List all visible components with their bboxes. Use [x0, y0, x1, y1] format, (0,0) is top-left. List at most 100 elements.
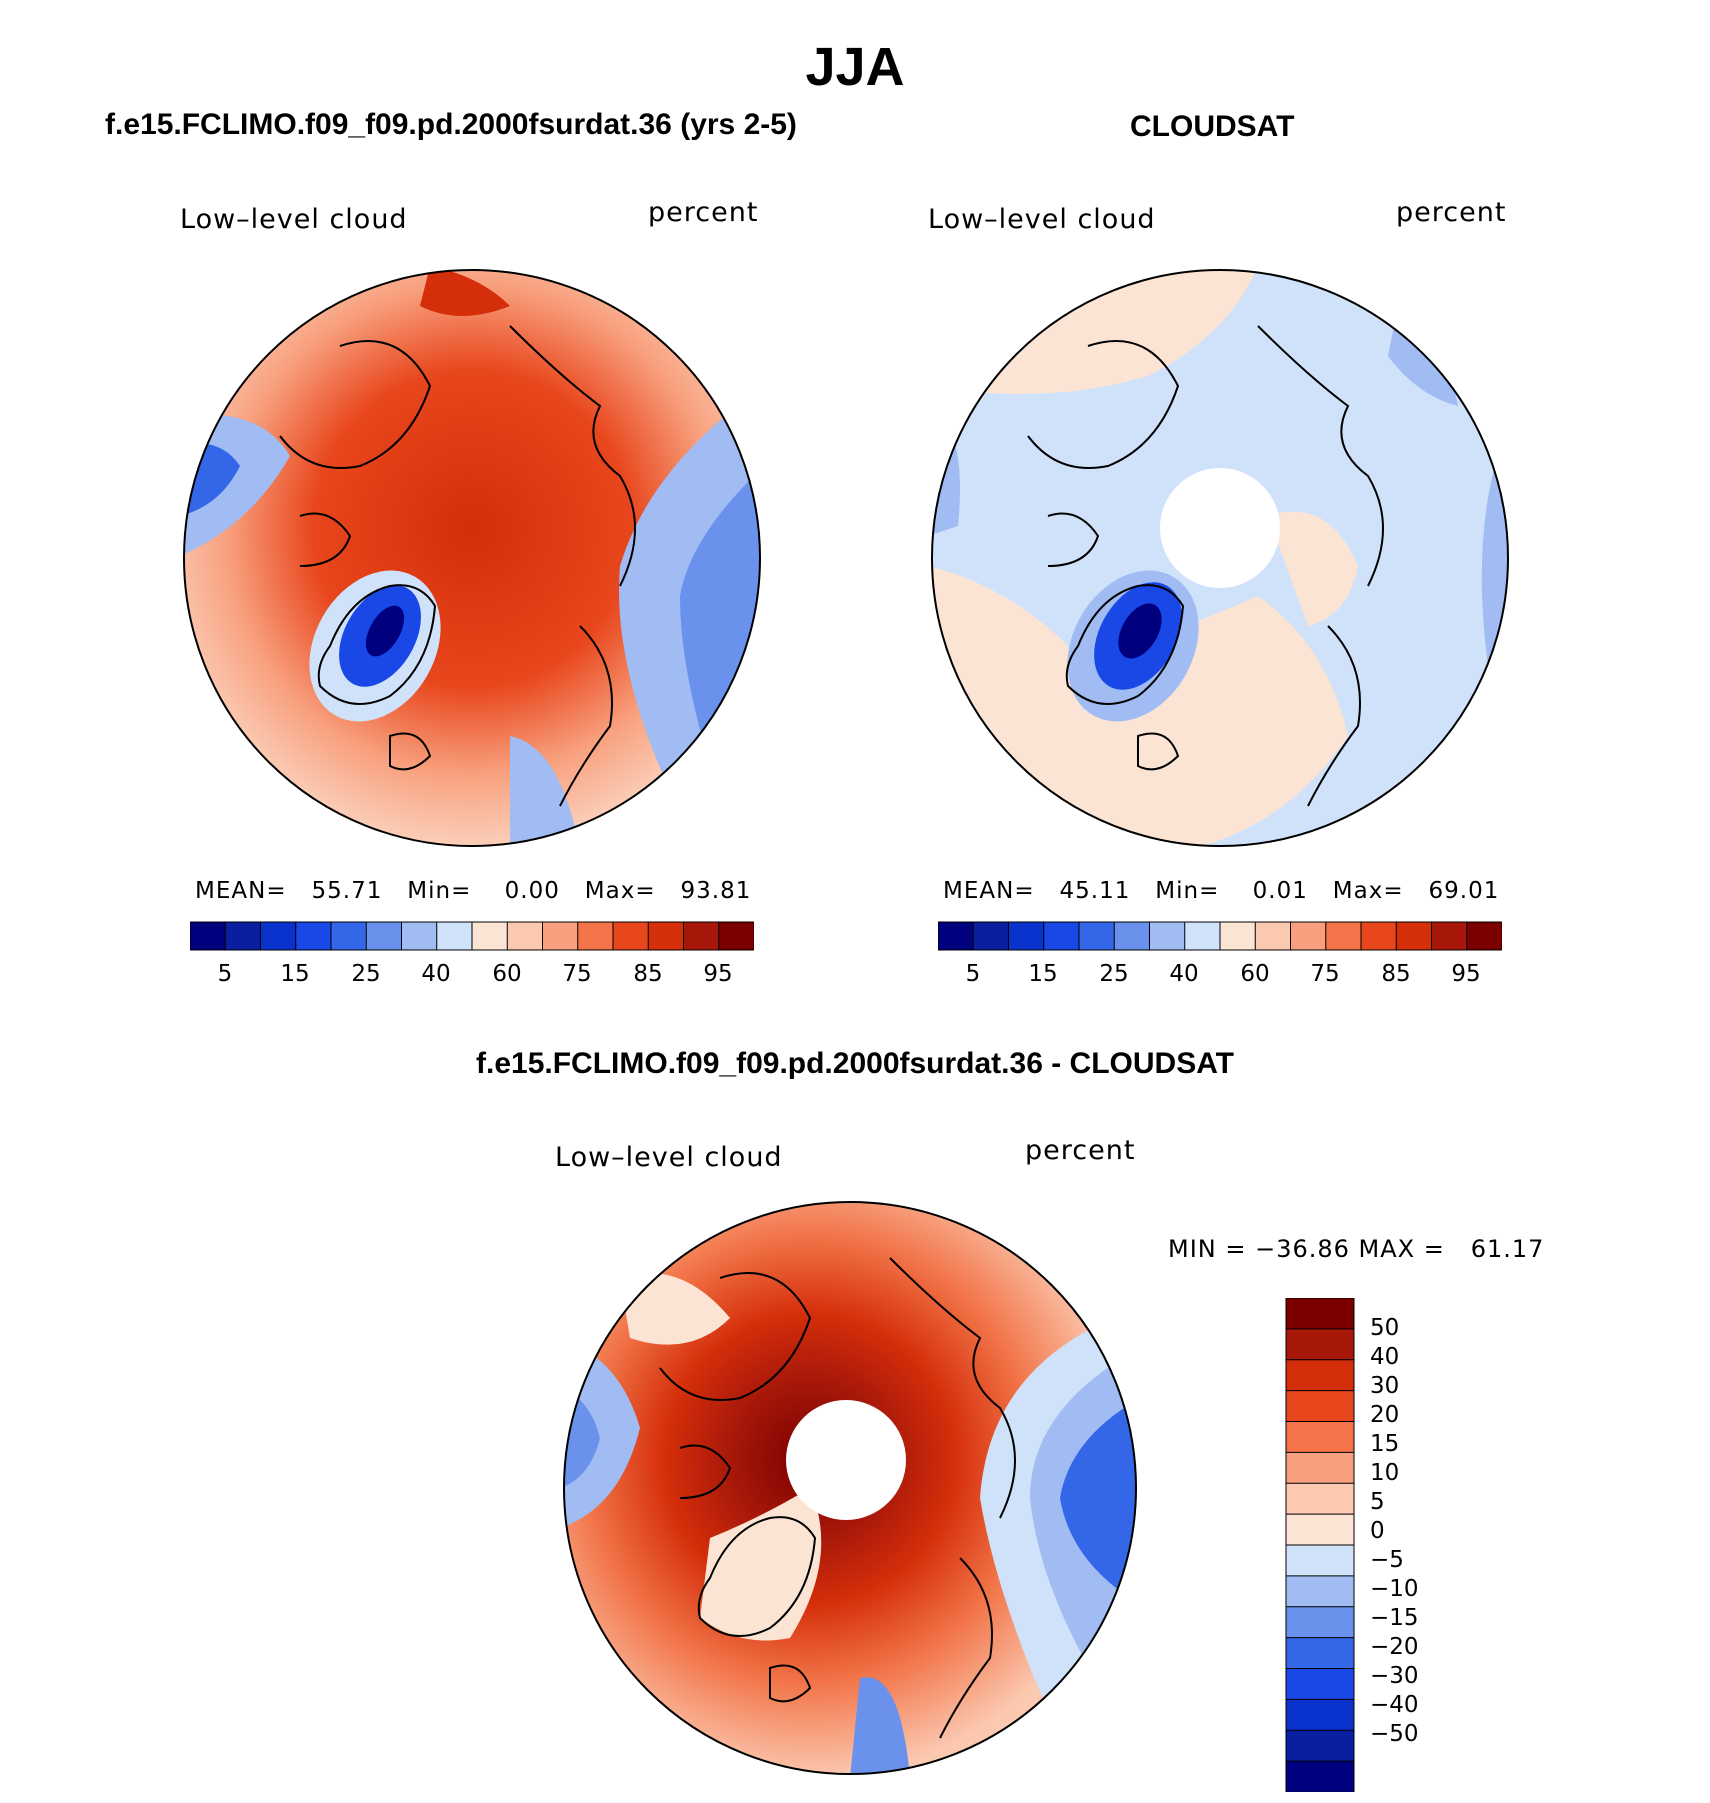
- colorbar-swatch: [1395, 921, 1433, 951]
- cloudsat-units-label: percent: [1396, 197, 1507, 228]
- colorbar-tick: 15: [1370, 1431, 1400, 1457]
- cloudsat-panel-heading: CLOUDSAT: [1130, 110, 1295, 143]
- colorbar-swatch: [718, 921, 754, 951]
- colorbar-swatch: [938, 921, 975, 951]
- model-panel-heading: f.e15.FCLIMO.f09_f09.pd.2000fsurdat.36 (…: [105, 108, 797, 141]
- colorbar-swatch: [1285, 1328, 1355, 1361]
- colorbar-swatch: [1285, 1298, 1355, 1330]
- cloudsat-stats: MEAN= 45.11 Min= 0.01 Max= 69.01: [943, 878, 1500, 904]
- colorbar-tick: 60: [1240, 961, 1270, 987]
- model-units-label: percent: [648, 197, 759, 228]
- colorbar-swatch: [506, 921, 544, 951]
- colorbar-swatch: [1285, 1606, 1355, 1639]
- colorbar-swatch: [1078, 921, 1116, 951]
- colorbar-swatch: [542, 921, 579, 951]
- colorbar-swatch: [330, 921, 368, 951]
- colorbar-swatch: [1360, 921, 1398, 951]
- cloudsat-colorbar-ticks: 5 15 25 40 60 75 85 95: [938, 961, 1502, 991]
- colorbar-swatch: [1285, 1698, 1355, 1732]
- colorbar-tick: 10: [1370, 1460, 1400, 1486]
- colorbar-swatch: [224, 921, 262, 951]
- colorbar-swatch: [972, 921, 1010, 951]
- colorbar-tick: 95: [703, 961, 733, 987]
- colorbar-tick: 5: [217, 961, 233, 987]
- difference-stats: MIN = −36.86 MAX = 61.17: [1168, 1235, 1545, 1263]
- cloudsat-colorbar: [938, 921, 1502, 951]
- colorbar-swatch: [1285, 1390, 1355, 1423]
- colorbar-tick: 40: [421, 961, 451, 987]
- colorbar-swatch: [577, 921, 614, 951]
- model-colorbar-ticks: 5 15 25 40 60 75 85 95: [190, 961, 754, 991]
- colorbar-tick: 40: [1370, 1344, 1400, 1370]
- colorbar-swatch: [1285, 1760, 1355, 1792]
- colorbar-swatch: [1290, 921, 1327, 951]
- model-stats: MEAN= 55.71 Min= 0.00 Max= 93.81: [195, 878, 752, 904]
- colorbar-swatch: [647, 921, 685, 951]
- colorbar-swatch: [1149, 921, 1186, 951]
- colorbar-tick: −40: [1370, 1692, 1419, 1718]
- colorbar-swatch: [401, 921, 438, 951]
- colorbar-swatch: [260, 921, 297, 951]
- colorbar-swatch: [1285, 1729, 1355, 1762]
- colorbar-tick: −10: [1370, 1576, 1419, 1602]
- colorbar-tick: 25: [1099, 961, 1129, 987]
- colorbar-swatch: [1285, 1421, 1355, 1454]
- colorbar-swatch: [1466, 921, 1502, 951]
- colorbar-swatch: [471, 921, 509, 951]
- colorbar-swatch: [1325, 921, 1362, 951]
- colorbar-swatch: [1285, 1668, 1355, 1701]
- colorbar-tick: 60: [492, 961, 522, 987]
- colorbar-tick: 5: [965, 961, 981, 987]
- difference-variable-label: Low–level cloud: [555, 1142, 783, 1173]
- colorbar-tick: −20: [1370, 1634, 1419, 1660]
- colorbar-tick: 75: [562, 961, 592, 987]
- colorbar-swatch: [1113, 921, 1151, 951]
- difference-units-label: percent: [1025, 1135, 1136, 1166]
- colorbar-tick: 15: [280, 961, 310, 987]
- colorbar-swatch: [295, 921, 332, 951]
- model-variable-label: Low–level cloud: [180, 204, 408, 235]
- colorbar-tick: 95: [1451, 961, 1481, 987]
- colorbar-tick: 40: [1169, 961, 1199, 987]
- colorbar-swatch: [1184, 921, 1221, 951]
- model-polar-map: [183, 269, 761, 847]
- colorbar-tick: −5: [1370, 1547, 1404, 1573]
- colorbar-tick: 75: [1310, 961, 1340, 987]
- colorbar-swatch: [190, 921, 227, 951]
- colorbar-swatch: [1285, 1637, 1355, 1670]
- colorbar-tick: −50: [1370, 1721, 1419, 1747]
- season-title: JJA: [805, 37, 905, 97]
- colorbar-swatch: [612, 921, 650, 951]
- colorbar-swatch: [1285, 1513, 1355, 1546]
- colorbar-swatch: [683, 921, 720, 951]
- colorbar-swatch: [436, 921, 473, 951]
- colorbar-swatch: [1285, 1482, 1355, 1515]
- colorbar-tick: −30: [1370, 1663, 1419, 1689]
- colorbar-tick: 85: [1381, 961, 1411, 987]
- colorbar-swatch: [1219, 921, 1257, 951]
- colorbar-tick: 5: [1370, 1489, 1385, 1515]
- cloudsat-variable-label: Low–level cloud: [928, 204, 1156, 235]
- colorbar-swatch: [1285, 1544, 1355, 1577]
- model-colorbar: [190, 921, 754, 951]
- colorbar-tick: −15: [1370, 1605, 1419, 1631]
- colorbar-tick: 15: [1028, 961, 1058, 987]
- colorbar-swatch: [1043, 921, 1080, 951]
- colorbar-tick: 30: [1370, 1373, 1400, 1399]
- difference-panel-heading: f.e15.FCLIMO.f09_f09.pd.2000fsurdat.36 -…: [476, 1047, 1234, 1080]
- colorbar-tick: 85: [633, 961, 663, 987]
- colorbar-swatch: [1431, 921, 1468, 951]
- difference-colorbar-ticks: 50 40 30 20 15 10 5 0 −5 −10 −15 −20 −30…: [1370, 1298, 1490, 1798]
- colorbar-tick: 25: [351, 961, 381, 987]
- colorbar-tick: 20: [1370, 1402, 1400, 1428]
- colorbar-swatch: [1285, 1359, 1355, 1392]
- colorbar-tick: 0: [1370, 1518, 1385, 1544]
- colorbar-swatch: [1008, 921, 1045, 951]
- colorbar-swatch: [1254, 921, 1292, 951]
- difference-polar-map: [563, 1201, 1137, 1775]
- colorbar-swatch: [1285, 1451, 1355, 1485]
- colorbar-swatch: [365, 921, 403, 951]
- colorbar-swatch: [1285, 1575, 1355, 1608]
- difference-colorbar: [1285, 1298, 1355, 1792]
- cloudsat-polar-map: [931, 269, 1509, 847]
